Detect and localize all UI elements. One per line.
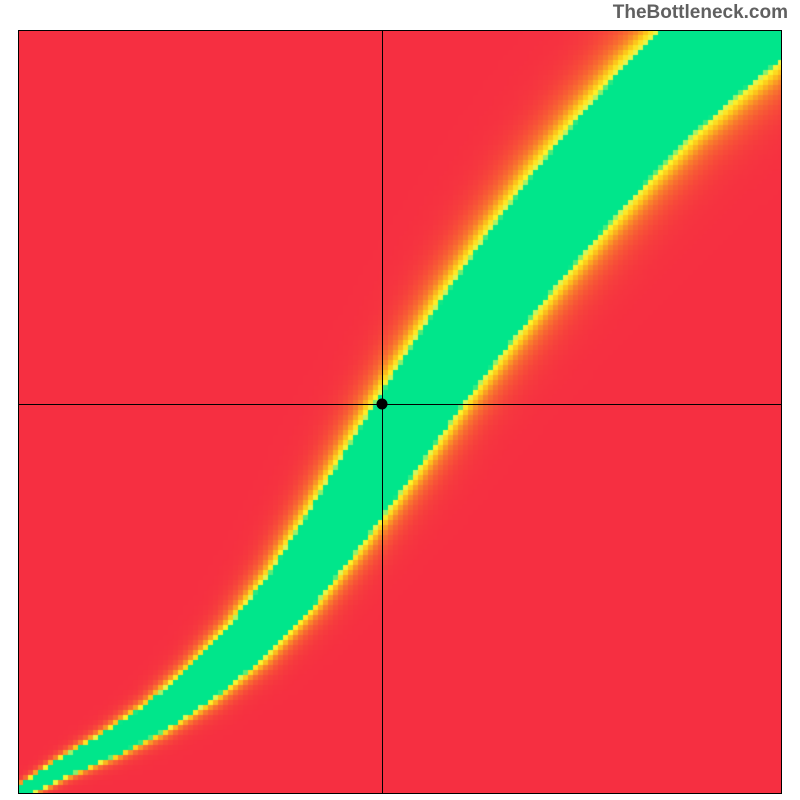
crosshair-horizontal [18, 404, 782, 405]
crosshair-vertical [382, 30, 383, 794]
heatmap-canvas [18, 30, 782, 794]
heatmap-chart [18, 30, 782, 794]
marker-dot [377, 399, 388, 410]
watermark-text: TheBottleneck.com [613, 2, 788, 24]
